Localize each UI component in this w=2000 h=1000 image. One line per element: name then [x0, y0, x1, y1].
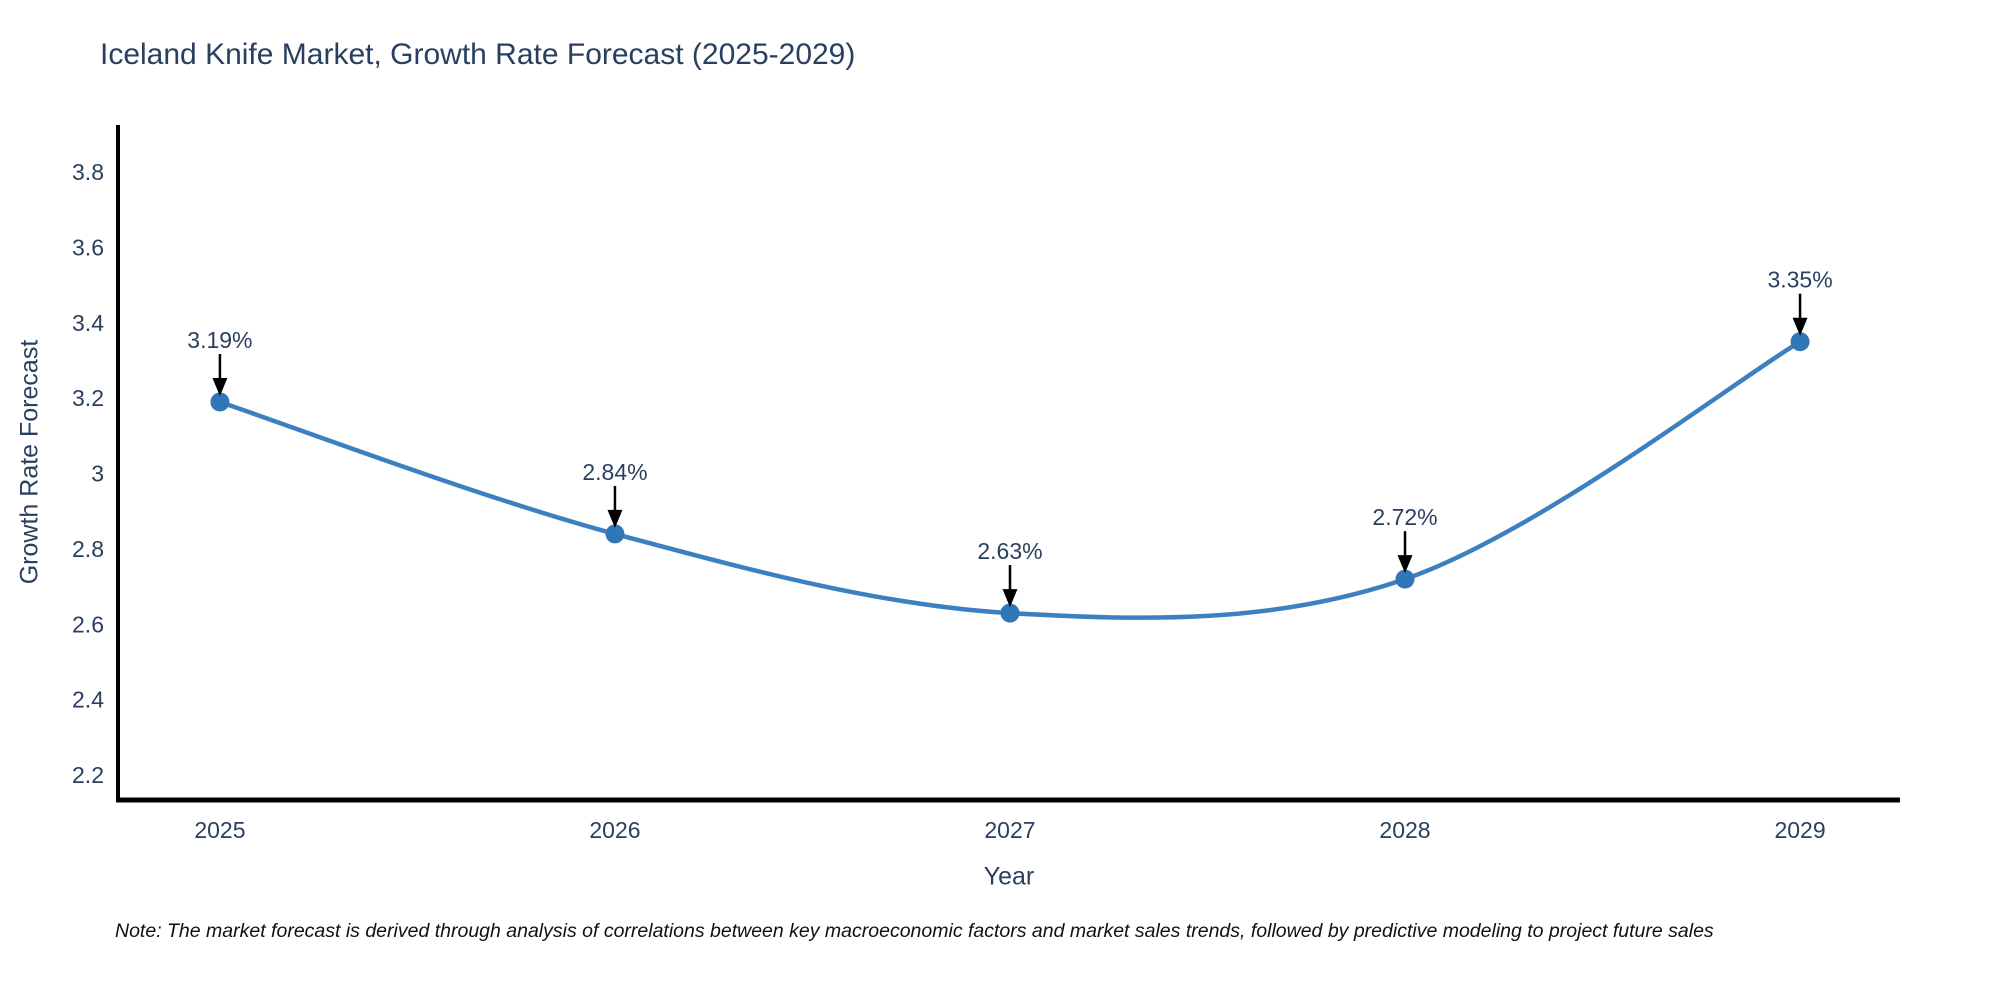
y-tick-label: 3.4	[72, 310, 104, 336]
x-tick-label: 2025	[194, 817, 245, 843]
data-point[interactable]	[1395, 569, 1415, 589]
x-tick-label: 2028	[1379, 817, 1430, 843]
annotation-arrowhead	[607, 509, 623, 528]
point-annotation: 3.35%	[1767, 267, 1832, 293]
x-tick-label: 2029	[1774, 817, 1825, 843]
point-annotation: 2.63%	[977, 538, 1042, 564]
annotation-arrowhead	[1397, 555, 1413, 574]
y-tick-label: 2.6	[72, 611, 104, 637]
y-tick-label: 2.4	[72, 687, 104, 713]
data-point[interactable]	[210, 392, 230, 412]
annotation-arrowhead	[1792, 317, 1808, 336]
y-tick-label: 3.8	[72, 159, 104, 185]
y-tick-label: 3	[91, 461, 104, 487]
y-tick-label: 3.6	[72, 234, 104, 260]
point-annotation: 2.72%	[1372, 504, 1437, 530]
chart-title: Iceland Knife Market, Growth Rate Foreca…	[100, 38, 856, 71]
data-point[interactable]	[605, 524, 625, 544]
footnote: Note: The market forecast is derived thr…	[115, 920, 1714, 942]
annotation-arrowhead	[212, 378, 228, 397]
data-point[interactable]	[1000, 603, 1020, 623]
y-tick-label: 2.2	[72, 762, 104, 788]
x-tick-label: 2026	[589, 817, 640, 843]
point-annotation: 3.19%	[187, 327, 252, 353]
y-tick-label: 3.2	[72, 385, 104, 411]
y-tick-label: 2.8	[72, 536, 104, 562]
annotation-arrowhead	[1002, 589, 1018, 608]
point-annotation: 2.84%	[582, 459, 647, 485]
data-point[interactable]	[1790, 332, 1810, 352]
x-tick-label: 2027	[984, 817, 1035, 843]
x-axis-title: Year	[983, 862, 1035, 891]
